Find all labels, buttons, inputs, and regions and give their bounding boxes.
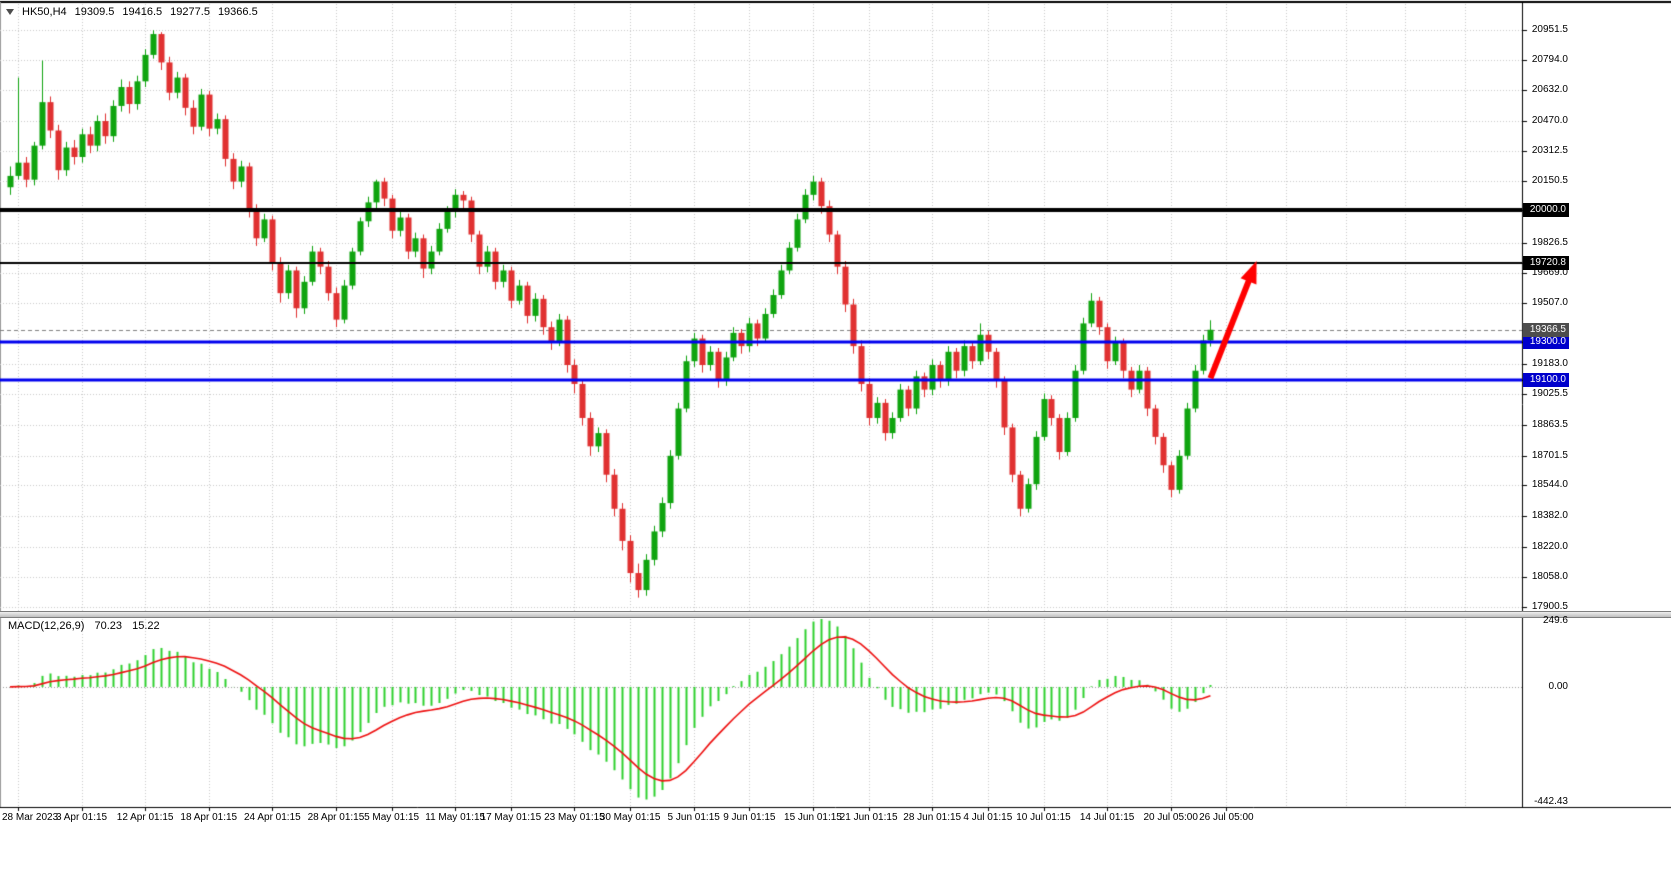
macd-axis-max: 249.6 [1542, 615, 1568, 626]
price-tick-label: 20632.0 [1531, 84, 1568, 96]
price-tick-label: 19507.0 [1531, 297, 1568, 309]
time-axis-label: 28 Jun 01:15 [903, 812, 962, 823]
price-level-label[interactable]: 19100.0 [1523, 373, 1569, 388]
time-axis-label: 30 May 01:15 [599, 812, 661, 823]
time-axis-label: 5 Jun 01:15 [667, 812, 720, 823]
bar-close-value: 19366.5 [217, 6, 258, 18]
time-axis-label: 15 Jun 01:15 [784, 812, 842, 823]
time-axis-label: 28 Mar 2023 [2, 812, 59, 823]
time-axis-label: 21 Jun 01:15 [839, 812, 898, 823]
time-axis-label: 28 Apr 01:15 [307, 812, 365, 823]
price-level-label[interactable]: 19300.0 [1523, 335, 1569, 350]
symbol-header: HK50,H4 19309.5 19416.5 19277.5 19366.5 [6, 6, 260, 18]
macd-signal-value: 15.22 [132, 620, 160, 632]
time-axis-label: 4 Jul 01:15 [963, 812, 1013, 823]
price-tick-label: 18701.5 [1531, 449, 1568, 461]
time-axis-label: 10 Jul 01:15 [1016, 812, 1071, 823]
price-tick-label: 19669.0 [1531, 266, 1568, 278]
price-tick-label: 18863.5 [1531, 418, 1568, 430]
price-tick-label: 18220.0 [1531, 540, 1568, 552]
symbol-timeframe-label: HK50,H4 [22, 6, 67, 18]
price-tick-label: 20794.0 [1531, 53, 1568, 65]
current-price-label: 19366.5 [1523, 322, 1569, 337]
macd-indicator-label: MACD(12,26,9) 70.23 15.22 [8, 620, 167, 632]
price-level-label[interactable]: 20000.0 [1523, 202, 1569, 217]
macd-axis-min: -442.43 [1534, 796, 1568, 807]
price-tick-label: 20951.5 [1531, 24, 1568, 35]
macd-axis-zero: 0.00 [1548, 680, 1568, 692]
time-axis-label: 23 May 01:15 [544, 812, 605, 823]
price-level-label[interactable]: 19720.8 [1523, 255, 1569, 270]
time-axis-label: 14 Jul 01:15 [1079, 812, 1135, 823]
time-axis-label: 17 May 01:15 [480, 812, 542, 823]
time-axis-label: 12 Apr 01:15 [116, 812, 174, 823]
macd-name: MACD(12,26,9) [8, 620, 85, 632]
price-tick-label: 18544.0 [1531, 479, 1568, 491]
time-axis[interactable]: 28 Mar 2023 3 Apr 01:15 12 Apr 01:15 18 Apr… [0, 810, 1671, 834]
panel-divider[interactable] [0, 611, 1671, 618]
time-axis-label: 11 May 01:15 [425, 812, 486, 823]
macd-main-value: 70.23 [94, 620, 123, 632]
price-tick-label: 20470.0 [1531, 115, 1568, 127]
bar-open-value: 19309.5 [74, 6, 115, 18]
price-tick-label: 19826.5 [1531, 236, 1568, 248]
time-axis-label: 24 Apr 01:15 [243, 812, 301, 823]
time-axis-label: 5 May 01:15 [364, 812, 420, 823]
price-axis[interactable]: 249.6 0.00 -442.43 20951.5 20794.0 20632.0… [1522, 0, 1671, 807]
time-axis-label: 20 Jul 05:00 [1143, 812, 1198, 823]
price-tick-label: 19183.0 [1531, 358, 1568, 370]
time-axis-label: 18 Apr 01:15 [180, 812, 238, 823]
price-tick-label: 20150.5 [1531, 175, 1568, 187]
price-tick-label: 18382.0 [1531, 509, 1568, 521]
price-tick-label: 20312.5 [1531, 144, 1568, 156]
price-tick-label: 19025.5 [1531, 388, 1568, 400]
bar-high-value: 19416.5 [122, 6, 163, 18]
chart-shift-marker-icon[interactable] [6, 9, 14, 15]
bar-low-value: 19277.5 [170, 6, 210, 18]
price-tick-label: 18058.0 [1531, 571, 1568, 583]
time-axis-label: 3 Apr 01:15 [55, 812, 108, 823]
time-axis-label: 26 Jul 05:00 [1199, 812, 1254, 823]
time-axis-label: 9 Jun 01:15 [723, 812, 776, 823]
price-tick-label: 17900.5 [1531, 601, 1568, 612]
